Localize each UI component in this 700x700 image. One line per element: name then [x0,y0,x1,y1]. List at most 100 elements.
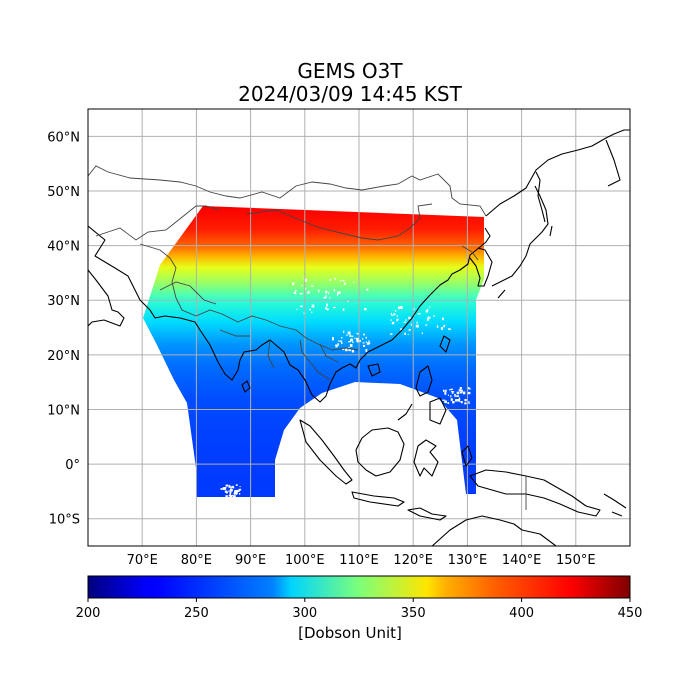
cloud-speckle [311,304,315,308]
cloud-speckle [342,279,345,282]
coast-halmahera [461,445,473,467]
cloud-speckle [427,308,429,311]
cloud-speckle [225,484,229,487]
lat-tick-label: 30°N [47,294,80,309]
cloud-speckle [447,402,450,404]
cloud-speckle [325,307,327,310]
cloud-speckle [338,291,341,294]
cloud-speckle [461,401,463,404]
cloud-speckle [350,338,353,342]
coast-sakhalin-russia [485,129,630,223]
cloud-speckle [295,289,297,292]
cloud-speckle [390,312,392,315]
cloud-speckle [233,492,237,495]
cloud-speckle [396,319,399,322]
cloud-speckle [318,289,320,293]
cloud-speckles [220,277,471,497]
cloud-speckle [468,388,471,390]
cloud-speckle [458,397,461,401]
coast-sulawesi [413,439,439,477]
border-china-south [195,309,359,351]
cloud-speckle [343,282,346,285]
cloud-speckle [323,296,326,299]
cloud-speckle [408,316,411,320]
cloud-speckle [300,305,303,308]
cloud-speckle [336,292,339,296]
cloud-speckle [365,341,367,343]
cloud-speckle [396,315,398,317]
lat-tick-label: 50°N [47,185,80,200]
cloud-speckle [222,487,226,489]
cloud-speckle [390,333,393,335]
lon-tick-label: 150°E [556,553,596,568]
cloud-speckle [454,394,456,396]
lon-tick-label: 140°E [502,553,542,568]
cloud-speckle [451,391,454,394]
colorbar-tick-label: 350 [401,606,426,621]
cloud-speckle [232,495,235,497]
coast-borneo [355,427,405,477]
cloud-speckle [339,340,342,342]
border-north [88,165,487,217]
map-subtitle: 2024/03/09 14:45 KST [238,82,462,106]
cloud-speckle [393,313,396,316]
cloud-speckle [347,331,351,334]
cloud-speckle [467,391,471,395]
lat-tick-label: 10°S [49,513,80,528]
cloud-speckle [325,290,328,294]
lat-tick-label: 60°N [47,130,80,145]
cloud-speckle [235,492,238,495]
cloud-speckle [348,347,350,349]
cloud-speckle [396,318,399,320]
cloud-speckle [452,401,455,404]
map-title: GEMS O3T [297,59,403,83]
cloud-speckle [228,495,230,497]
latitude-axis: 60°N 50°N 40°N 30°N 20°N 10°N 0° 10°S [47,130,80,527]
lon-tick-label: 100°E [285,553,325,568]
ozone-swath [143,206,484,497]
cloud-speckle [354,337,356,339]
cloud-speckle [459,387,462,390]
cloud-speckle [398,306,401,310]
coast-sri-lanka [241,380,251,393]
cloud-speckle [349,335,352,337]
cloud-speckle [468,402,470,404]
lon-tick-label: 110°E [339,553,379,568]
cloud-speckle [352,341,354,344]
cloud-speckle [304,287,306,291]
cloud-speckle [356,337,359,341]
cloud-speckle [443,390,447,392]
cloud-speckle [329,278,332,281]
cloud-speckle [300,285,303,287]
cloud-speckle [458,389,462,392]
cloud-speckle [309,308,311,311]
cloud-speckle [412,308,415,310]
cloud-speckle [400,306,403,310]
cloud-speckle [368,340,370,343]
cloud-speckle [325,295,327,298]
cloud-speckle [351,335,354,338]
colorbar-tick-label: 200 [76,606,101,621]
cloud-speckle [224,490,228,493]
border-sea [267,339,339,381]
border-korea [461,245,479,261]
cloud-speckle [233,495,235,497]
cloud-speckle [328,291,330,295]
cloud-speckle [343,330,345,334]
cloud-speckle [235,484,238,486]
cloud-speckle [311,311,313,314]
cloud-speckle [359,339,361,343]
border-central-asia [95,205,221,317]
cloud-speckle [341,341,343,345]
cloud-speckle [292,282,295,285]
cloud-speckle [440,327,443,330]
cloud-speckle [239,493,241,495]
cloud-speckle [237,490,240,492]
coast-japan [491,185,553,299]
cloud-speckle [338,340,340,342]
cloud-speckle [339,280,342,282]
cloud-speckle [444,392,447,395]
cloud-speckle [333,306,336,309]
cloud-speckle [421,332,423,335]
